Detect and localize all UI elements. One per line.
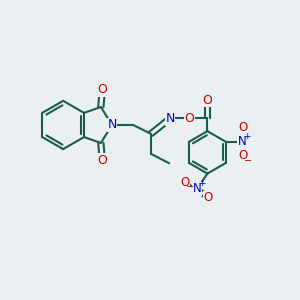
Text: N: N (107, 118, 117, 131)
Text: O: O (98, 154, 107, 166)
Text: −: − (185, 182, 194, 192)
Text: N: N (165, 112, 175, 125)
Text: O: O (180, 176, 189, 189)
Text: O: O (202, 94, 212, 107)
Text: −: − (244, 156, 253, 166)
Text: N: N (238, 135, 246, 148)
Text: +: + (243, 132, 250, 141)
Text: O: O (239, 149, 248, 162)
Text: O: O (203, 191, 213, 205)
Text: O: O (98, 83, 107, 96)
Text: N: N (193, 182, 202, 195)
Text: O: O (239, 121, 248, 134)
Text: O: O (184, 112, 194, 125)
Text: +: + (198, 179, 205, 188)
